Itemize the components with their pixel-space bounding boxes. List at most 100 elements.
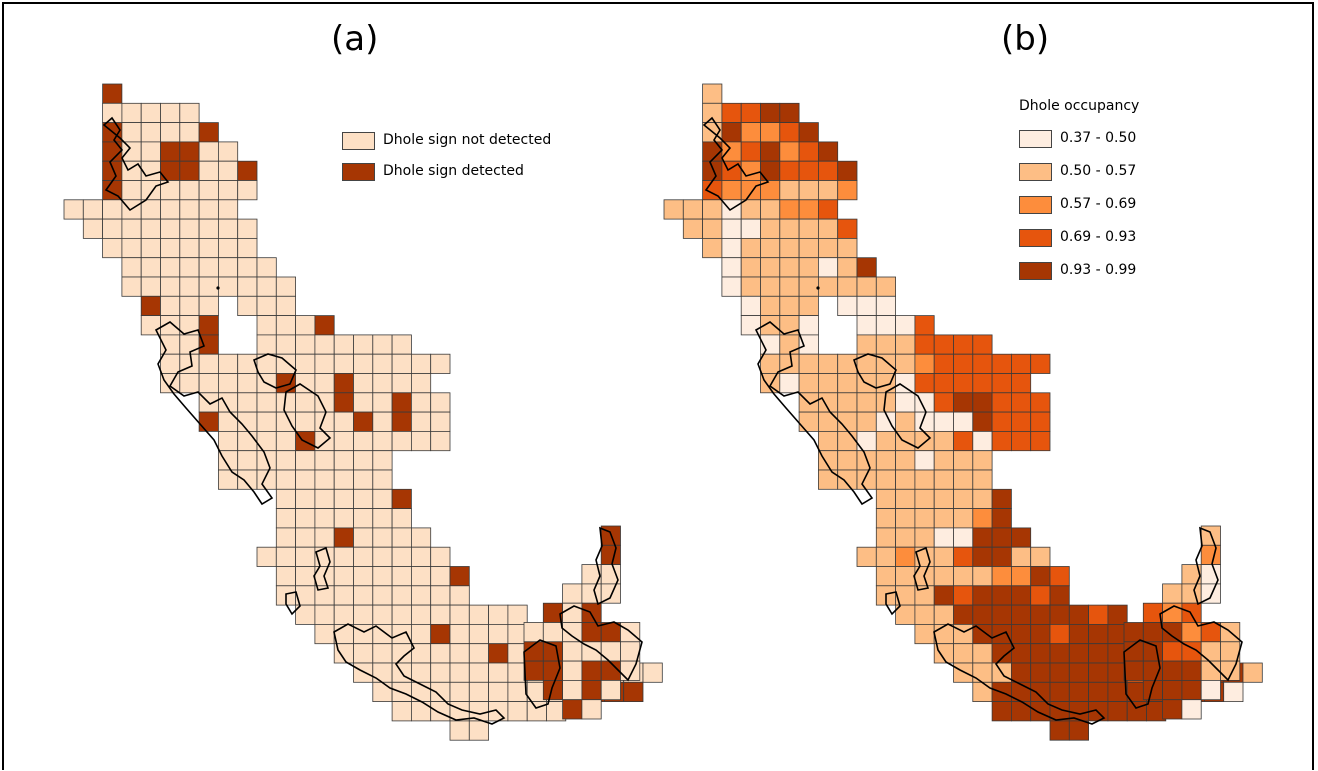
protected-area-outline bbox=[885, 591, 901, 616]
grid-cell bbox=[933, 373, 954, 394]
grid-cell bbox=[256, 392, 277, 413]
grid-cell bbox=[895, 488, 916, 509]
legend-a-label: Dhole sign not detected bbox=[383, 132, 552, 148]
grid-cell bbox=[237, 353, 258, 374]
grid-cell bbox=[333, 527, 354, 548]
grid-cell bbox=[914, 373, 935, 394]
grid-cell bbox=[953, 430, 974, 452]
grid-cell bbox=[160, 353, 181, 374]
grid-cell bbox=[818, 257, 839, 278]
grid-cell bbox=[837, 257, 858, 278]
grid-cell bbox=[953, 604, 974, 625]
grid-cell bbox=[140, 257, 161, 278]
grid-cell bbox=[856, 257, 877, 278]
grid-cell bbox=[953, 353, 974, 374]
grid-cell bbox=[410, 566, 432, 587]
protected-area-outline bbox=[754, 321, 874, 506]
grid-cell bbox=[353, 585, 374, 606]
grid-cell bbox=[353, 527, 374, 548]
grid-cell bbox=[895, 527, 916, 548]
grid-cell bbox=[1011, 353, 1032, 374]
grid-cell bbox=[1030, 662, 1051, 683]
grid-cell bbox=[198, 334, 219, 355]
grid-cell bbox=[449, 566, 470, 587]
grid-cell bbox=[933, 585, 954, 606]
grid-cell bbox=[121, 141, 142, 162]
grid-cell bbox=[121, 180, 142, 201]
grid-cell bbox=[507, 701, 528, 722]
grid-cell bbox=[140, 218, 161, 239]
grid-cell bbox=[372, 450, 393, 471]
grid-cell bbox=[991, 585, 1012, 606]
grid-cell bbox=[740, 180, 761, 201]
grid-cell bbox=[895, 546, 916, 567]
legend-a-swatch-detected bbox=[342, 163, 375, 181]
grid-cell bbox=[430, 411, 451, 432]
grid-cell bbox=[818, 160, 839, 181]
grid-cell bbox=[760, 199, 781, 220]
protected-area-outline bbox=[702, 116, 770, 212]
legend-b-swatch bbox=[1019, 130, 1052, 148]
protected-area-outline bbox=[1193, 526, 1219, 606]
grid-cell bbox=[933, 411, 954, 432]
grid-cell bbox=[933, 527, 954, 548]
grid-cell bbox=[237, 373, 258, 394]
grid-cell bbox=[275, 430, 296, 452]
grid-cell bbox=[295, 353, 316, 374]
grid-cell bbox=[217, 180, 239, 201]
grid-cell bbox=[179, 218, 200, 239]
grid-cell bbox=[179, 199, 200, 220]
grid-cell bbox=[837, 160, 858, 181]
grid-cell bbox=[1142, 622, 1164, 643]
grid-cell bbox=[102, 199, 123, 220]
grid-cell bbox=[953, 334, 974, 355]
grid-cell bbox=[468, 604, 489, 625]
grid-cell bbox=[779, 276, 800, 297]
grid-cell bbox=[953, 373, 974, 394]
grid-cell bbox=[353, 488, 374, 509]
grid-cell bbox=[179, 180, 200, 201]
grid-cell bbox=[353, 624, 374, 645]
grid-cell bbox=[275, 566, 296, 587]
map-a-protected-area-outlines bbox=[102, 116, 643, 725]
grid-cell bbox=[314, 488, 335, 509]
grid-cell bbox=[353, 392, 374, 413]
map-a-grid bbox=[63, 83, 663, 741]
grid-cell bbox=[1223, 681, 1244, 702]
grid-cell bbox=[430, 662, 451, 683]
grid-cell bbox=[760, 102, 781, 124]
grid-cell bbox=[410, 527, 432, 548]
grid-cell bbox=[275, 469, 296, 490]
grid-cell bbox=[875, 527, 896, 548]
grid-cell bbox=[237, 160, 258, 181]
grid-cell bbox=[410, 546, 432, 567]
grid-cell bbox=[160, 160, 181, 181]
grid-cell bbox=[488, 604, 509, 625]
grid-cell bbox=[295, 527, 316, 548]
grid-cell bbox=[295, 546, 316, 567]
grid-cell bbox=[140, 276, 161, 297]
grid-cell bbox=[160, 218, 181, 239]
grid-cell bbox=[779, 218, 800, 239]
grid-cell bbox=[702, 83, 723, 104]
grid-cell bbox=[140, 102, 161, 124]
grid-cell bbox=[430, 430, 451, 452]
grid-cell bbox=[1200, 583, 1221, 604]
grid-cell bbox=[818, 276, 839, 297]
grid-cell bbox=[991, 604, 1012, 625]
grid-cell bbox=[295, 411, 316, 432]
grid-cell bbox=[82, 199, 104, 220]
grid-cell bbox=[1123, 622, 1144, 643]
grid-cell bbox=[798, 315, 819, 336]
grid-cell bbox=[237, 218, 258, 239]
grid-cell bbox=[760, 276, 781, 297]
grid-cell bbox=[779, 122, 800, 143]
grid-cell bbox=[760, 237, 781, 259]
legend-b-label: 0.93 - 0.99 bbox=[1060, 262, 1137, 278]
grid-cell bbox=[875, 276, 896, 297]
grid-cell bbox=[217, 430, 239, 452]
grid-cell bbox=[779, 102, 800, 124]
grid-cell bbox=[102, 237, 123, 259]
grid-cell bbox=[991, 373, 1012, 394]
